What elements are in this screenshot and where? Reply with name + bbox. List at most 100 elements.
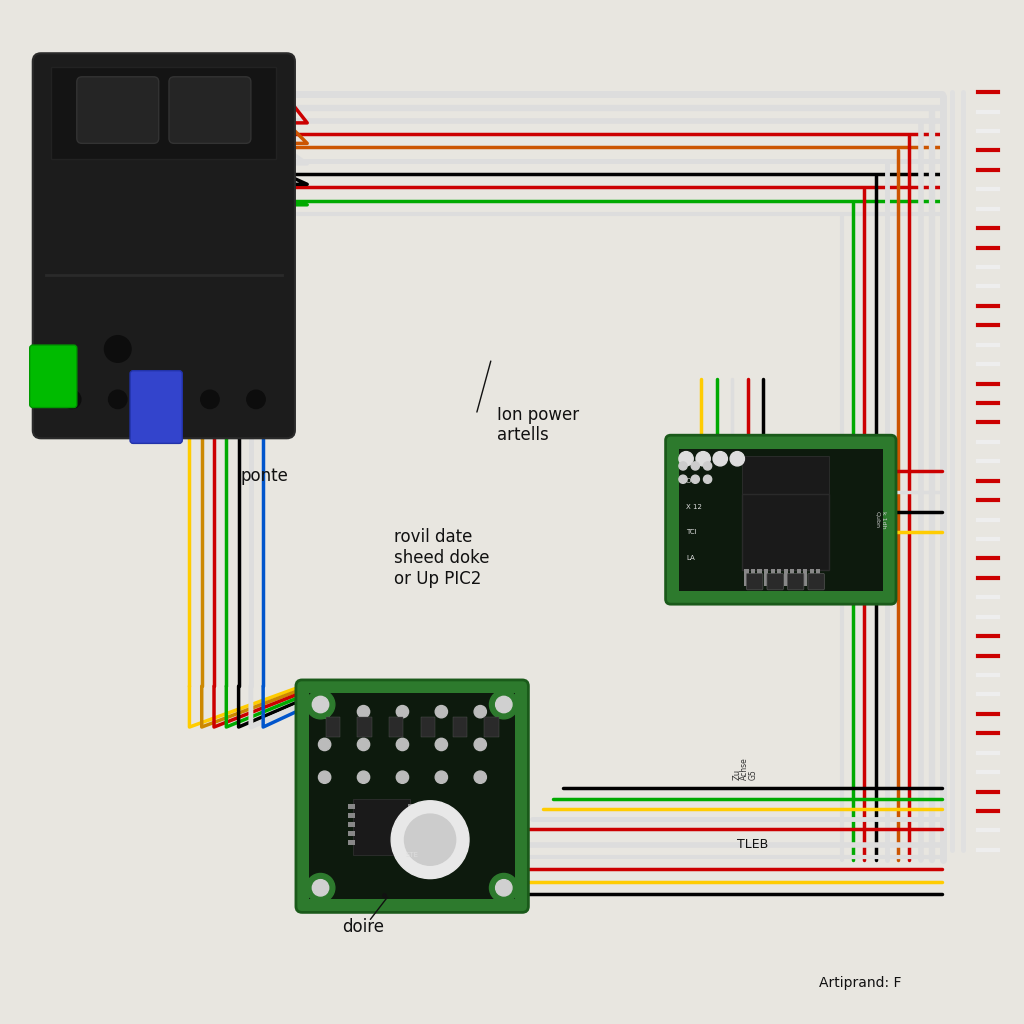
Circle shape — [474, 706, 486, 718]
Circle shape — [357, 738, 370, 751]
Bar — [408, 813, 415, 818]
Circle shape — [155, 390, 173, 409]
Bar — [348, 840, 355, 845]
Circle shape — [730, 452, 744, 466]
Circle shape — [404, 814, 456, 865]
Bar — [770, 569, 774, 586]
Bar — [348, 804, 355, 809]
Circle shape — [312, 696, 329, 713]
Circle shape — [496, 880, 512, 896]
Circle shape — [489, 873, 518, 902]
Bar — [777, 569, 781, 586]
FancyBboxPatch shape — [30, 345, 77, 408]
Circle shape — [489, 690, 518, 719]
Circle shape — [201, 390, 219, 409]
Bar — [309, 693, 515, 899]
Circle shape — [396, 706, 409, 718]
Bar — [758, 569, 762, 586]
FancyBboxPatch shape — [296, 680, 528, 912]
Bar — [797, 569, 801, 586]
Text: TCI: TCI — [686, 529, 696, 536]
Bar — [816, 569, 820, 586]
Bar — [408, 830, 415, 836]
Bar — [744, 569, 749, 586]
Circle shape — [318, 706, 331, 718]
Text: Achse: Achse — [740, 758, 750, 780]
Text: ponte: ponte — [241, 467, 289, 485]
Bar — [389, 717, 403, 737]
Bar — [742, 456, 829, 497]
FancyBboxPatch shape — [746, 573, 763, 590]
Circle shape — [357, 771, 370, 783]
Bar — [764, 569, 768, 586]
Circle shape — [435, 706, 447, 718]
Bar — [484, 717, 499, 737]
Text: G5: G5 — [749, 769, 758, 780]
Text: rovil date
sheed doke
or Up PIC2: rovil date sheed doke or Up PIC2 — [394, 528, 489, 588]
Bar — [751, 569, 755, 586]
Circle shape — [496, 696, 512, 713]
Bar — [348, 830, 355, 836]
Circle shape — [109, 390, 127, 409]
Bar — [353, 799, 410, 855]
Text: X 12: X 12 — [686, 504, 702, 510]
Circle shape — [703, 462, 712, 470]
Text: LA: LA — [686, 555, 695, 561]
Text: O 6: O 6 — [686, 478, 698, 484]
Circle shape — [396, 771, 409, 783]
Text: Artiprand: F: Artiprand: F — [818, 976, 901, 990]
Circle shape — [312, 880, 329, 896]
FancyBboxPatch shape — [77, 77, 159, 143]
Circle shape — [306, 690, 335, 719]
Bar — [348, 821, 355, 827]
Circle shape — [679, 462, 687, 470]
Text: k 1dh
Qubn: k 1dh Qubn — [876, 511, 886, 528]
Bar — [408, 804, 415, 809]
FancyBboxPatch shape — [787, 573, 804, 590]
Circle shape — [691, 475, 699, 483]
Circle shape — [713, 452, 727, 466]
Bar — [357, 717, 372, 737]
Circle shape — [435, 771, 447, 783]
Circle shape — [679, 475, 687, 483]
Circle shape — [474, 738, 486, 751]
Bar — [408, 840, 415, 845]
Bar — [791, 569, 795, 586]
Bar — [810, 569, 814, 586]
Circle shape — [703, 475, 712, 483]
Circle shape — [396, 738, 409, 751]
Circle shape — [247, 390, 265, 409]
Bar — [348, 813, 355, 818]
Circle shape — [435, 738, 447, 751]
Bar — [679, 449, 883, 591]
Circle shape — [679, 452, 693, 466]
Text: TLEB: TLEB — [737, 839, 769, 851]
Bar — [803, 569, 807, 586]
Circle shape — [391, 801, 469, 879]
Bar — [51, 67, 276, 159]
Text: doire: doire — [342, 918, 385, 936]
FancyBboxPatch shape — [767, 573, 783, 590]
Circle shape — [318, 738, 331, 751]
Circle shape — [318, 771, 331, 783]
FancyBboxPatch shape — [169, 77, 251, 143]
Circle shape — [357, 706, 370, 718]
Bar — [408, 821, 415, 827]
Circle shape — [696, 452, 711, 466]
FancyBboxPatch shape — [666, 435, 896, 604]
Text: STE: STE — [406, 852, 419, 858]
Circle shape — [474, 771, 486, 783]
Bar — [783, 569, 787, 586]
FancyBboxPatch shape — [130, 371, 182, 443]
Bar — [421, 717, 435, 737]
Circle shape — [306, 873, 335, 902]
FancyBboxPatch shape — [808, 573, 824, 590]
Bar — [326, 717, 340, 737]
FancyBboxPatch shape — [33, 53, 295, 438]
Circle shape — [62, 390, 81, 409]
Circle shape — [691, 462, 699, 470]
Bar — [453, 717, 467, 737]
Circle shape — [104, 336, 131, 362]
Bar — [742, 494, 829, 570]
Text: Ion power
artells: Ion power artells — [497, 406, 579, 444]
